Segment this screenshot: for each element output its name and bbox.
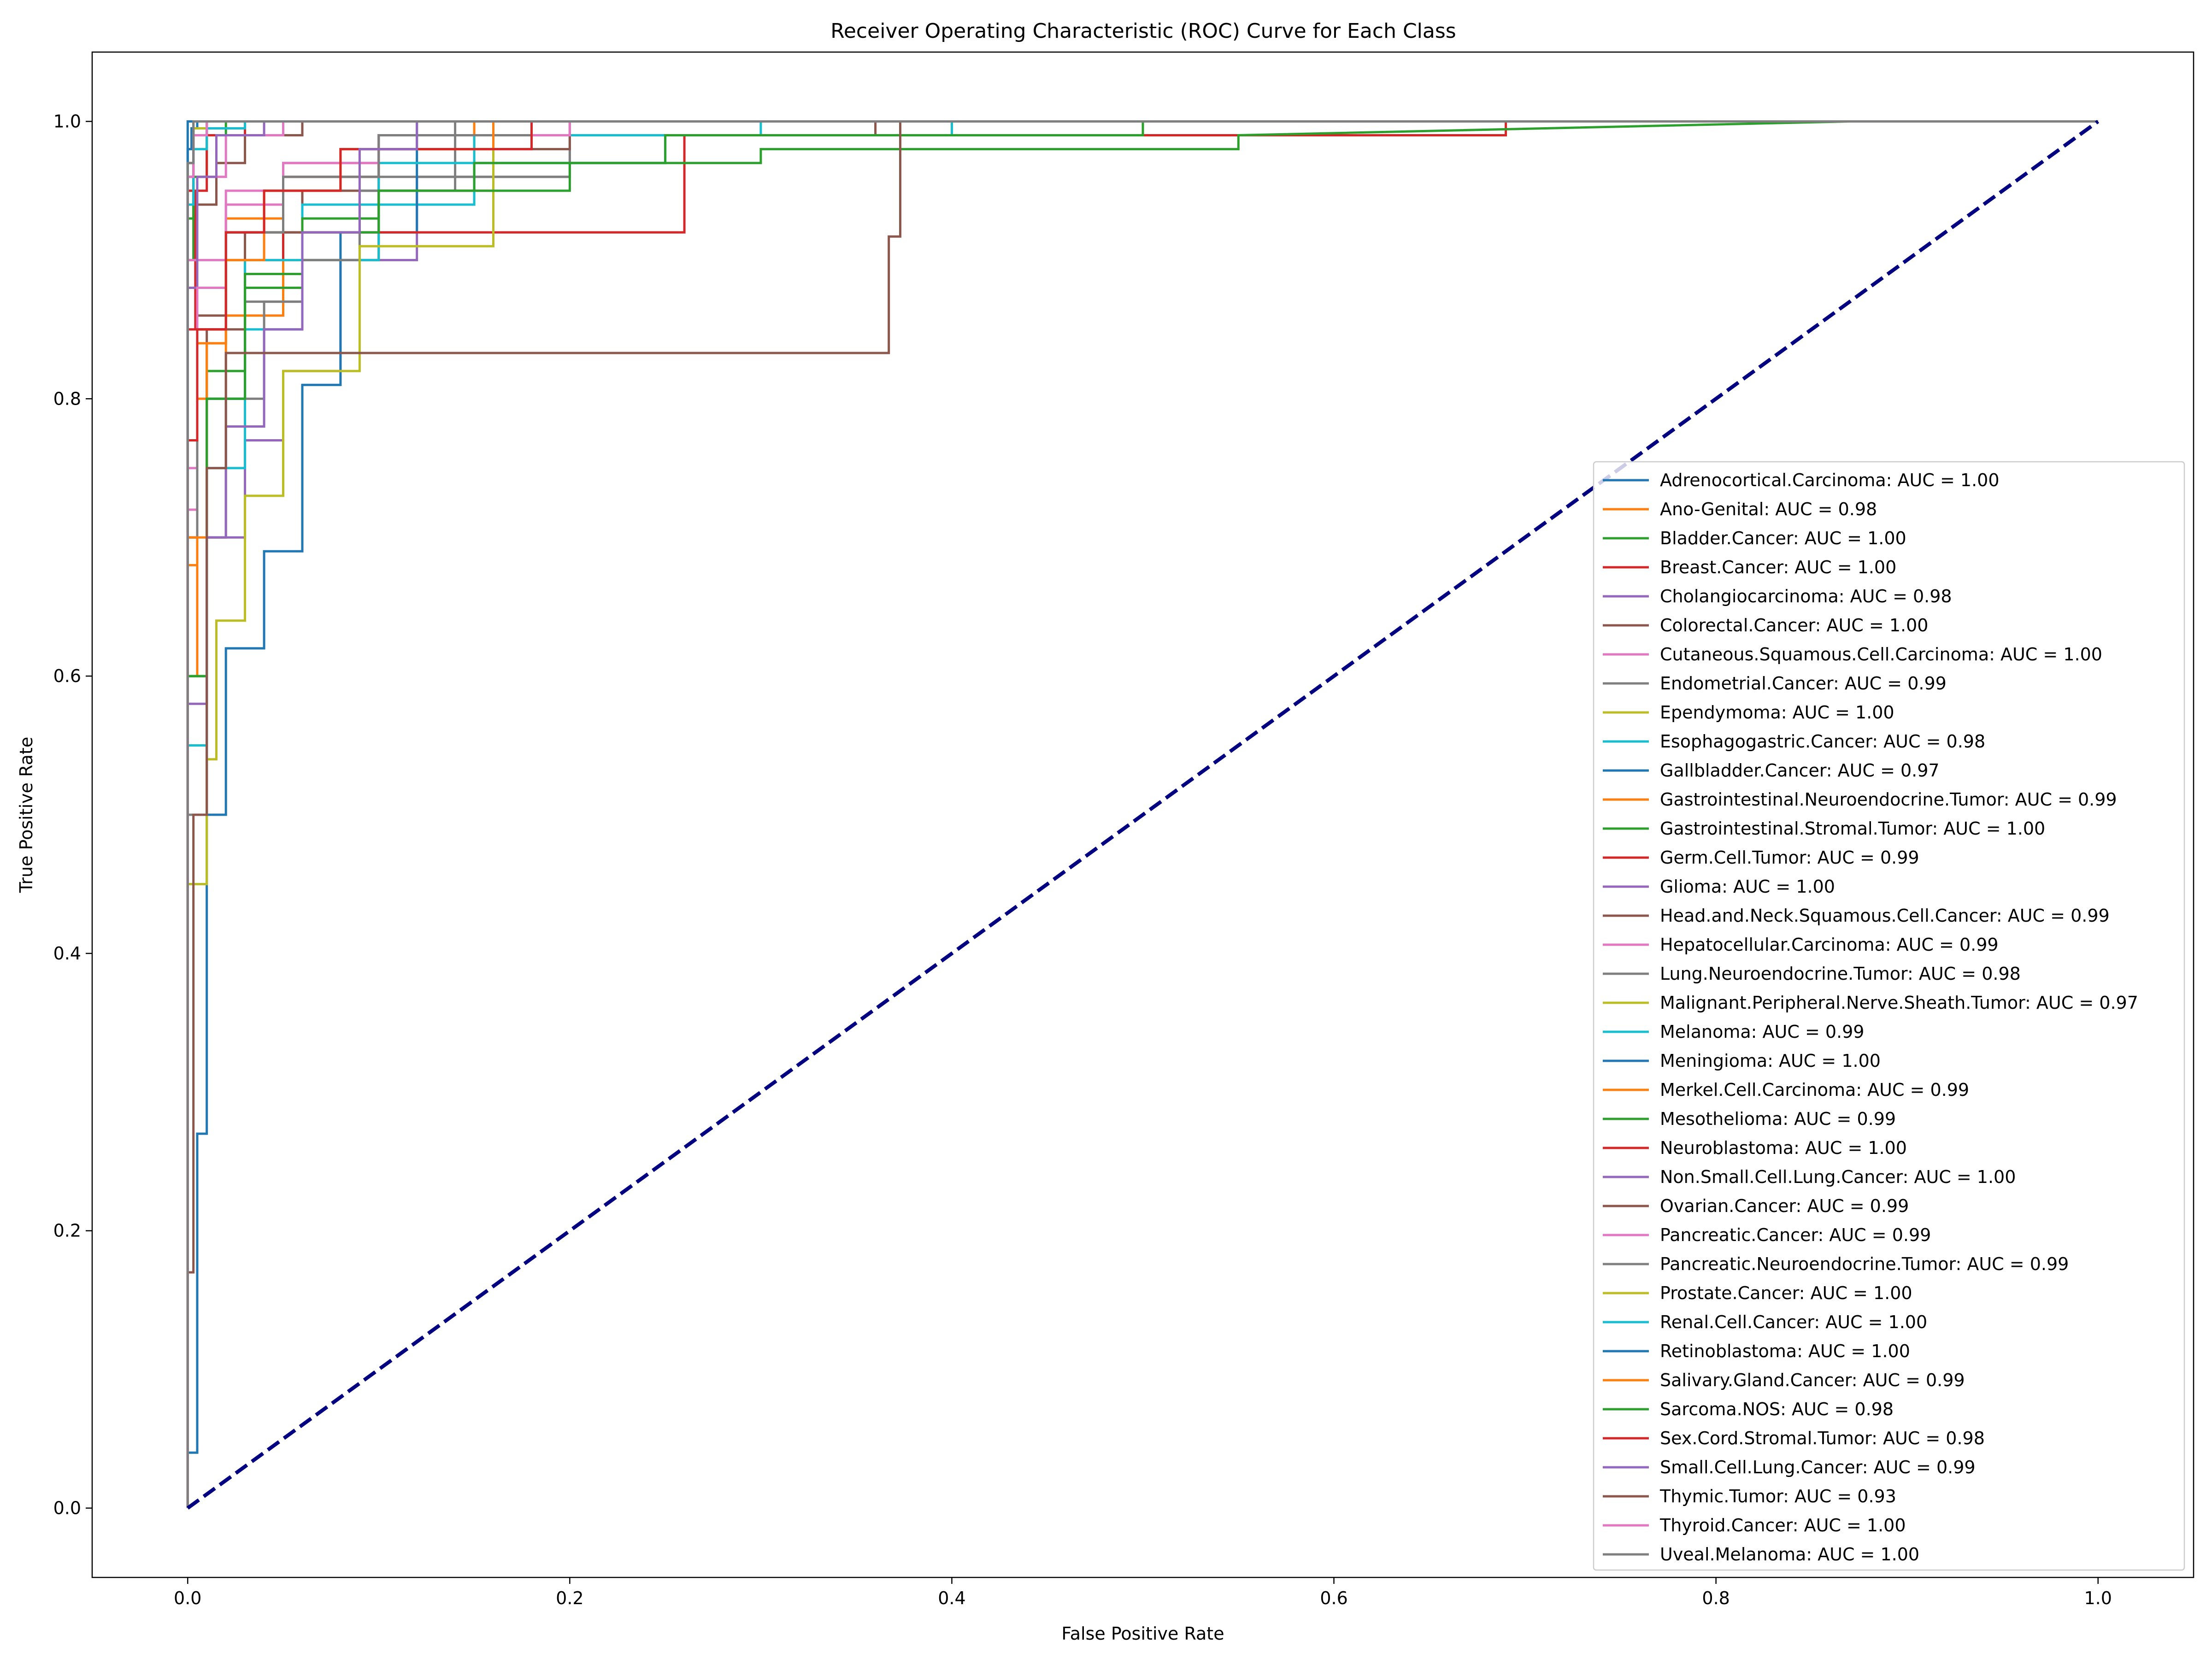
x-tick-label: 0.0 [174, 1588, 201, 1608]
legend-entry: Gastrointestinal.Stromal.Tumor: AUC = 1.… [1660, 818, 2045, 839]
legend-entry: Small.Cell.Lung.Cancer: AUC = 0.99 [1660, 1457, 1976, 1477]
legend-items: Adrenocortical.Carcinoma: AUC = 1.00 Ano-… [1603, 470, 2138, 1565]
legend-entry: Head.and.Neck.Squamous.Cell.Cancer: AUC … [1660, 906, 2110, 926]
legend-entry: Lung.Neuroendocrine.Tumor: AUC = 0.98 [1660, 964, 2021, 984]
legend-entry: Sarcoma.NOS: AUC = 0.98 [1660, 1399, 1894, 1419]
roc-curve-6 [186, 120, 2098, 1508]
axes-frame [91, 51, 2194, 1578]
legend-entry: Ovarian.Cancer: AUC = 0.99 [1660, 1196, 1909, 1216]
y-tick-label: 1.0 [53, 111, 81, 131]
x-tick-label: 0.6 [1320, 1588, 1347, 1608]
roc-curve-29 [186, 120, 2098, 1508]
legend-entry: Ependymoma: AUC = 1.00 [1660, 702, 1894, 723]
legend-entry: Adrenocortical.Carcinoma: AUC = 1.00 [1660, 470, 2000, 490]
y-tick-label: 0.4 [53, 943, 81, 964]
x-axis-label: False Positive Rate [1061, 1624, 1224, 1644]
roc-curve-24 [186, 120, 2098, 1508]
roc-curve-33 [186, 120, 2098, 1508]
legend-entry: Meningioma: AUC = 1.00 [1660, 1051, 1881, 1071]
legend-entry: Prostate.Cancer: AUC = 1.00 [1660, 1283, 1912, 1303]
legend-entry: Hepatocellular.Carcinoma: AUC = 0.99 [1660, 935, 1999, 955]
legend-entry: Pancreatic.Neuroendocrine.Tumor: AUC = 0… [1660, 1254, 2069, 1274]
legend-entry: Merkel.Cell.Carcinoma: AUC = 0.99 [1660, 1080, 1969, 1100]
diagonal-line [186, 120, 2100, 1510]
legend-entry: Thyroid.Cancer: AUC = 1.00 [1659, 1515, 1906, 1535]
y-axis-ticks: 0.0 0.2 0.4 0.6 0.8 1.0 [53, 111, 92, 1518]
y-tick-label: 0.0 [53, 1498, 81, 1518]
legend-entry: Thymic.Tumor: AUC = 0.93 [1659, 1486, 1896, 1506]
x-tick-label: 0.4 [938, 1588, 965, 1608]
legend-entry: Melanoma: AUC = 0.99 [1660, 1022, 1864, 1042]
y-axis-label: True Positive Rate [16, 737, 36, 894]
roc-curves [186, 120, 2098, 1508]
legend-entry: Uveal.Melanoma: AUC = 1.00 [1660, 1544, 1919, 1565]
legend: Adrenocortical.Carcinoma: AUC = 1.00 Ano-… [1593, 461, 2185, 1571]
legend-entry: Gastrointestinal.Neuroendocrine.Tumor: A… [1660, 789, 2117, 810]
legend-entry: Mesothelioma: AUC = 0.99 [1660, 1109, 1896, 1129]
legend-entry: Renal.Cell.Cancer: AUC = 1.00 [1660, 1312, 1927, 1332]
legend-entry: Esophagogastric.Cancer: AUC = 0.98 [1660, 731, 1985, 752]
y-tick-label: 0.6 [53, 666, 81, 686]
legend-entry: Germ.Cell.Tumor: AUC = 0.99 [1660, 847, 1919, 868]
legend-entry: Malignant.Peripheral.Nerve.Sheath.Tumor:… [1660, 993, 2138, 1013]
legend-entry: Cholangiocarcinoma: AUC = 0.98 [1660, 586, 1952, 606]
y-tick-label: 0.2 [53, 1221, 81, 1241]
legend-entry: Non.Small.Cell.Lung.Cancer: AUC = 1.00 [1660, 1167, 2016, 1187]
x-axis-ticks: 0.0 0.2 0.4 0.6 0.8 1.0 [174, 1577, 2112, 1608]
legend-entry: Bladder.Cancer: AUC = 1.00 [1660, 528, 1906, 548]
legend-entry: Endometrial.Cancer: AUC = 0.99 [1660, 673, 1947, 694]
legend-entry: Pancreatic.Cancer: AUC = 0.99 [1660, 1225, 1931, 1245]
legend-entry: Cutaneous.Squamous.Cell.Carcinoma: AUC =… [1660, 644, 2102, 665]
legend-entry: Colorectal.Cancer: AUC = 1.00 [1660, 615, 1928, 635]
legend-entry: Breast.Cancer: AUC = 1.00 [1660, 557, 1896, 577]
chance-diagonal [186, 120, 2100, 1510]
roc-curve-37 [186, 120, 2098, 1508]
legend-entry: Ano-Genital: AUC = 0.98 [1660, 499, 1877, 519]
y-tick-label: 0.8 [53, 388, 81, 409]
x-tick-label: 0.2 [556, 1588, 583, 1608]
legend-entry: Neuroblastoma: AUC = 1.00 [1660, 1138, 1907, 1158]
legend-entry: Sex.Cord.Stromal.Tumor: AUC = 0.98 [1660, 1428, 1985, 1448]
legend-entry: Salivary.Gland.Cancer: AUC = 0.99 [1660, 1370, 1965, 1390]
chart-title: Receiver Operating Characteristic (ROC) … [830, 19, 1456, 43]
legend-box [1593, 461, 2185, 1571]
x-tick-label: 1.0 [2084, 1588, 2112, 1608]
roc-curve-35 [186, 120, 2098, 1508]
legend-entry: Gallbladder.Cancer: AUC = 0.97 [1660, 760, 1940, 781]
legend-entry: Retinoblastoma: AUC = 1.00 [1660, 1341, 1910, 1361]
x-tick-label: 0.8 [1702, 1588, 1730, 1608]
legend-entry: Glioma: AUC = 1.00 [1660, 877, 1835, 897]
roc-curve-18 [186, 120, 2098, 1508]
